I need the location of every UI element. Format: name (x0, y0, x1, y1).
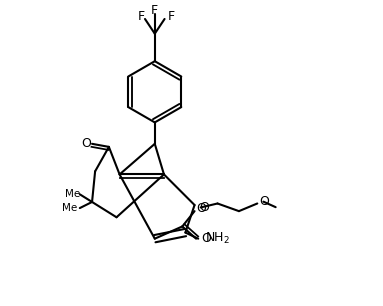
Text: O: O (199, 201, 209, 214)
Text: O: O (201, 232, 211, 245)
Text: O: O (259, 195, 269, 207)
Text: F: F (151, 4, 158, 17)
Text: Me: Me (65, 189, 80, 199)
Text: NH$_2$: NH$_2$ (205, 231, 230, 246)
Text: O: O (197, 203, 206, 215)
Text: Me: Me (62, 203, 77, 213)
Text: F: F (168, 10, 175, 23)
Text: F: F (137, 10, 144, 23)
Text: O: O (82, 137, 92, 150)
